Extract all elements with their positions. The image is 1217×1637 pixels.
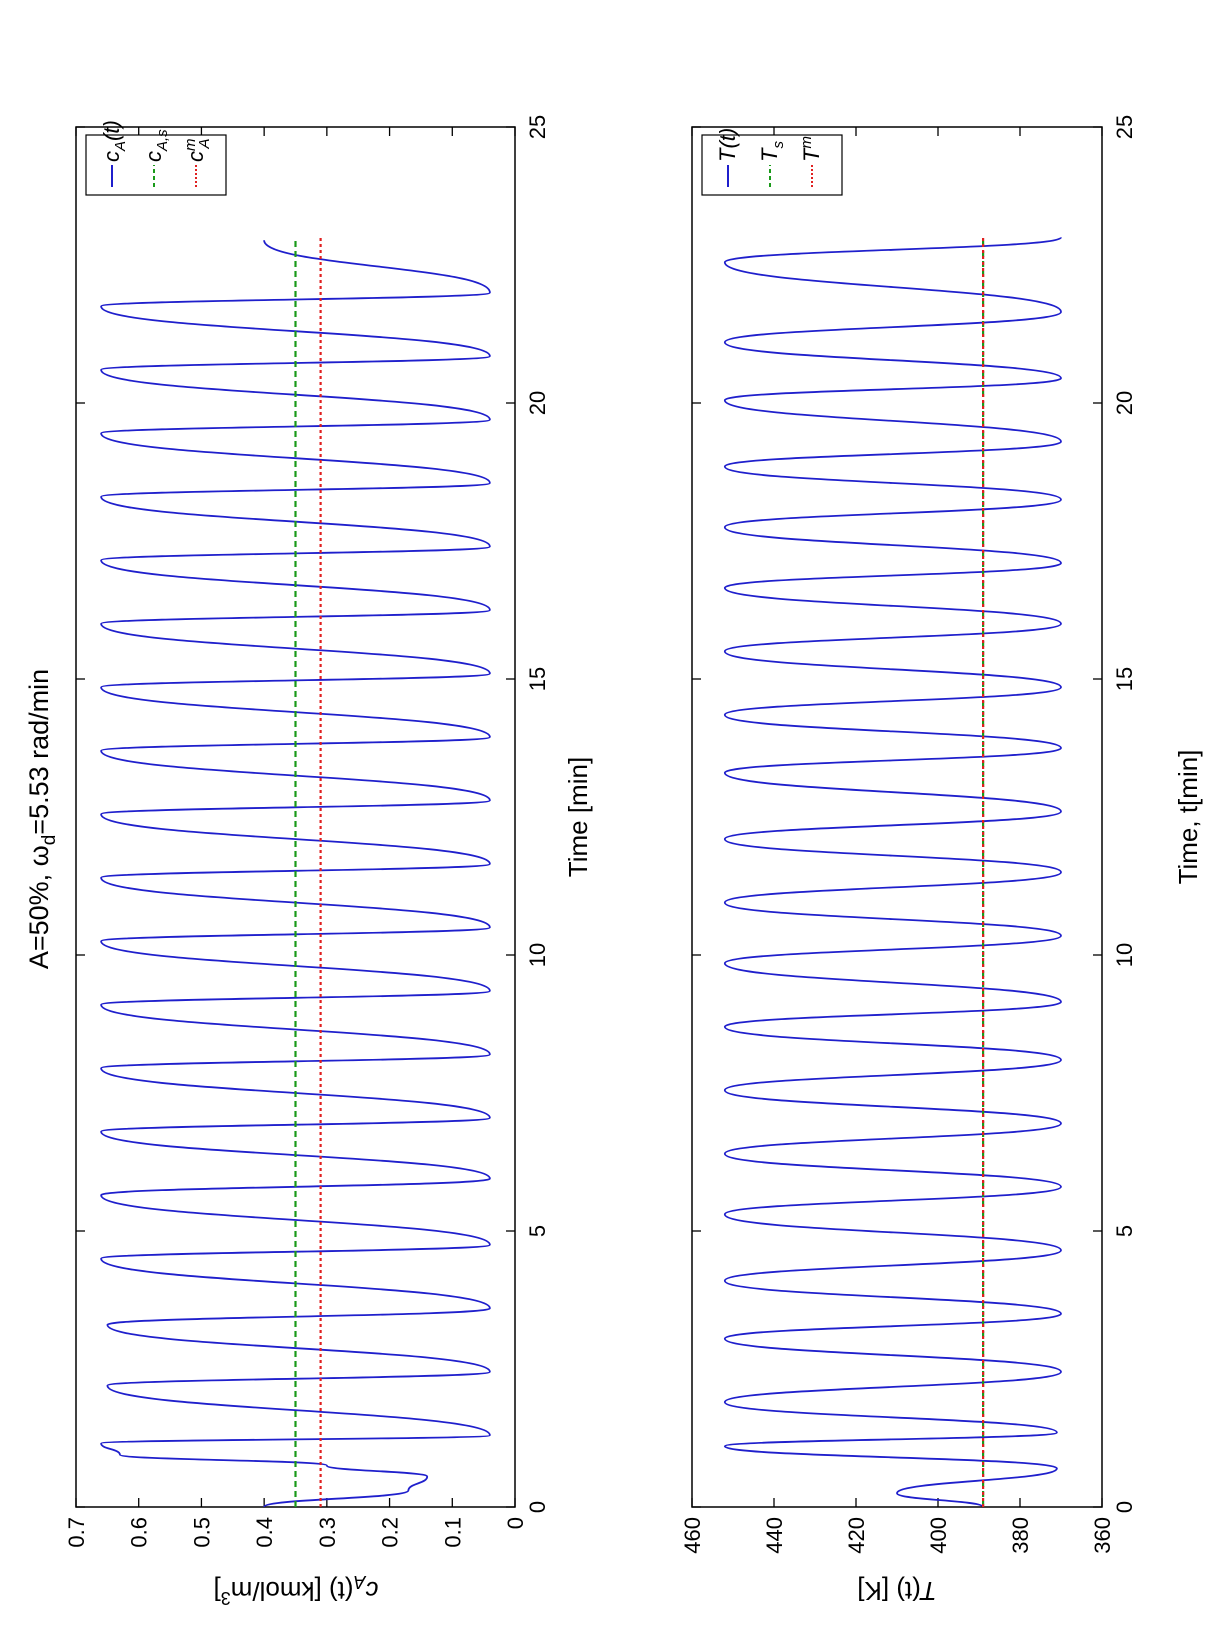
plot-area-frame (691, 126, 1103, 1508)
y-tick-label: 0.4 (252, 1517, 277, 1548)
x-tick-label: 5 (1112, 1225, 1137, 1237)
x-tick-label: 25 (525, 115, 550, 139)
y-axis-label-mid: (t) [kmol/m (231, 1576, 354, 1606)
temperature-panel: 0 5 10 15 20 25 360 380 400 420 440 460 T(t) Ts Tm Ti… (680, 115, 1203, 1606)
y-tick-label: 0.5 (189, 1517, 214, 1548)
legend-frame (85, 134, 227, 196)
ticks: 0 5 10 15 20 25 0 0.1 0.2 0.3 0.4 0.5 0.6 0.7 (64, 115, 550, 1548)
y-tick-label: 0.6 (127, 1517, 152, 1548)
y-tick-label: 460 (680, 1517, 705, 1554)
y-axis-label-sub: A (354, 1572, 367, 1592)
y-tick-label: 0 (503, 1517, 528, 1529)
series-line-0 (723, 236, 1062, 1508)
x-tick-label: 15 (525, 667, 550, 691)
legend-frame (701, 134, 843, 196)
legend-group: T(t) Ts Tm (701, 128, 843, 196)
series-line-0 (100, 239, 491, 1508)
y-axis-label-main: c (366, 1576, 379, 1606)
legend-label: cmA (182, 138, 213, 162)
figure-title-rest: =5.53 rad/min (24, 669, 54, 835)
legend-label: Ts (757, 141, 787, 162)
y-axis-label: cA(t) [kmol/m3] (213, 1572, 378, 1608)
y-tick-label: 0.7 (64, 1517, 89, 1548)
y-tick-label: 420 (844, 1517, 869, 1554)
legend-label: T(t) (715, 128, 740, 162)
legend-label: Tm (798, 136, 824, 162)
figure-title-main: A=50%, ω (24, 845, 54, 969)
legend-group: cA(t) cA,s cmA (85, 120, 227, 196)
legend-label: cA(t) (99, 120, 129, 162)
y-axis-label: T(t) [K] (857, 1576, 936, 1606)
y-tick-label: 0.2 (378, 1517, 403, 1548)
x-axis-label: Time, t[min] (1173, 750, 1203, 885)
x-tick-label: 25 (1112, 115, 1137, 139)
y-tick-label: 380 (1008, 1517, 1033, 1554)
rotated-figure: A=50%, ωd=5.53 rad/min 0 5 10 15 20 25 0 0.1 0.2… (24, 115, 1203, 1608)
x-tick-label: 10 (1112, 943, 1137, 967)
y-tick-label: 400 (926, 1517, 951, 1554)
x-tick-label: 0 (525, 1501, 550, 1513)
figure-title: A=50%, ωd=5.53 rad/min (24, 669, 60, 969)
series-lines: cA(t) cA,s cmA (85, 120, 491, 1508)
y-axis-label-mid: (t) [K] (857, 1576, 921, 1606)
y-tick-label: 440 (762, 1517, 787, 1554)
y-tick-label: 0.3 (315, 1517, 340, 1548)
ticks: 0 5 10 15 20 25 360 380 400 420 440 460 (680, 115, 1137, 1554)
x-tick-label: 0 (1112, 1501, 1137, 1513)
x-tick-label: 20 (1112, 391, 1137, 415)
y-axis-label-main: T (919, 1576, 937, 1606)
figure-title-sub: d (39, 835, 60, 846)
series-lines: T(t) Ts Tm (701, 128, 1062, 1508)
x-tick-label: 5 (525, 1225, 550, 1237)
y-axis-label-end: ] (213, 1576, 220, 1606)
legend-label: cA,s (141, 129, 171, 162)
x-tick-label: 10 (525, 943, 550, 967)
x-tick-label: 20 (525, 391, 550, 415)
y-tick-label: 360 (1090, 1517, 1115, 1554)
y-axis-label-sup: 3 (221, 1588, 231, 1608)
x-axis-label: Time [min] (563, 757, 593, 877)
y-tick-label: 0.1 (440, 1517, 465, 1548)
x-tick-label: 15 (1112, 667, 1137, 691)
